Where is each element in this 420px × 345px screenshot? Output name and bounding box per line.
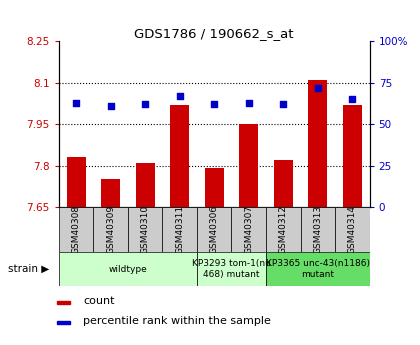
Point [349,97,356,102]
Point [245,100,252,106]
Text: KP3293 tom-1(nu
468) mutant: KP3293 tom-1(nu 468) mutant [192,259,271,279]
Bar [301,207,335,252]
Bar [170,105,189,207]
Bar [59,252,197,286]
Bar [231,207,266,252]
Bar [59,207,93,252]
Bar [205,168,224,207]
Bar [335,207,370,252]
Point [73,100,79,106]
Bar [163,207,197,252]
Bar [239,124,258,207]
Bar [57,321,70,324]
Bar [101,179,120,207]
Text: GSM40310: GSM40310 [141,205,150,254]
Point [142,101,149,107]
Bar [197,252,266,286]
Bar [93,207,128,252]
Text: GSM40308: GSM40308 [71,205,81,254]
Point [176,93,183,99]
Bar [57,301,70,304]
Bar [128,207,163,252]
Bar [266,252,370,286]
Text: GSM40311: GSM40311 [175,205,184,254]
Text: GSM40306: GSM40306 [210,205,219,254]
Point [107,103,114,109]
Bar [136,163,155,207]
Point [280,101,286,107]
Text: strain ▶: strain ▶ [8,264,50,274]
Text: GSM40309: GSM40309 [106,205,115,254]
Point [211,101,218,107]
Text: GSM40307: GSM40307 [244,205,253,254]
Text: count: count [83,296,115,306]
Point [315,85,321,90]
Text: GSM40314: GSM40314 [348,205,357,254]
Title: GDS1786 / 190662_s_at: GDS1786 / 190662_s_at [134,27,294,40]
Text: wildtype: wildtype [108,265,147,274]
Bar [66,157,86,207]
Bar [308,80,327,207]
Bar [343,105,362,207]
Bar [197,207,231,252]
Text: GSM40312: GSM40312 [279,205,288,254]
Bar [274,160,293,207]
Bar [266,207,301,252]
Text: percentile rank within the sample: percentile rank within the sample [83,316,271,326]
Text: KP3365 unc-43(n1186)
mutant: KP3365 unc-43(n1186) mutant [266,259,370,279]
Text: GSM40313: GSM40313 [313,205,322,254]
